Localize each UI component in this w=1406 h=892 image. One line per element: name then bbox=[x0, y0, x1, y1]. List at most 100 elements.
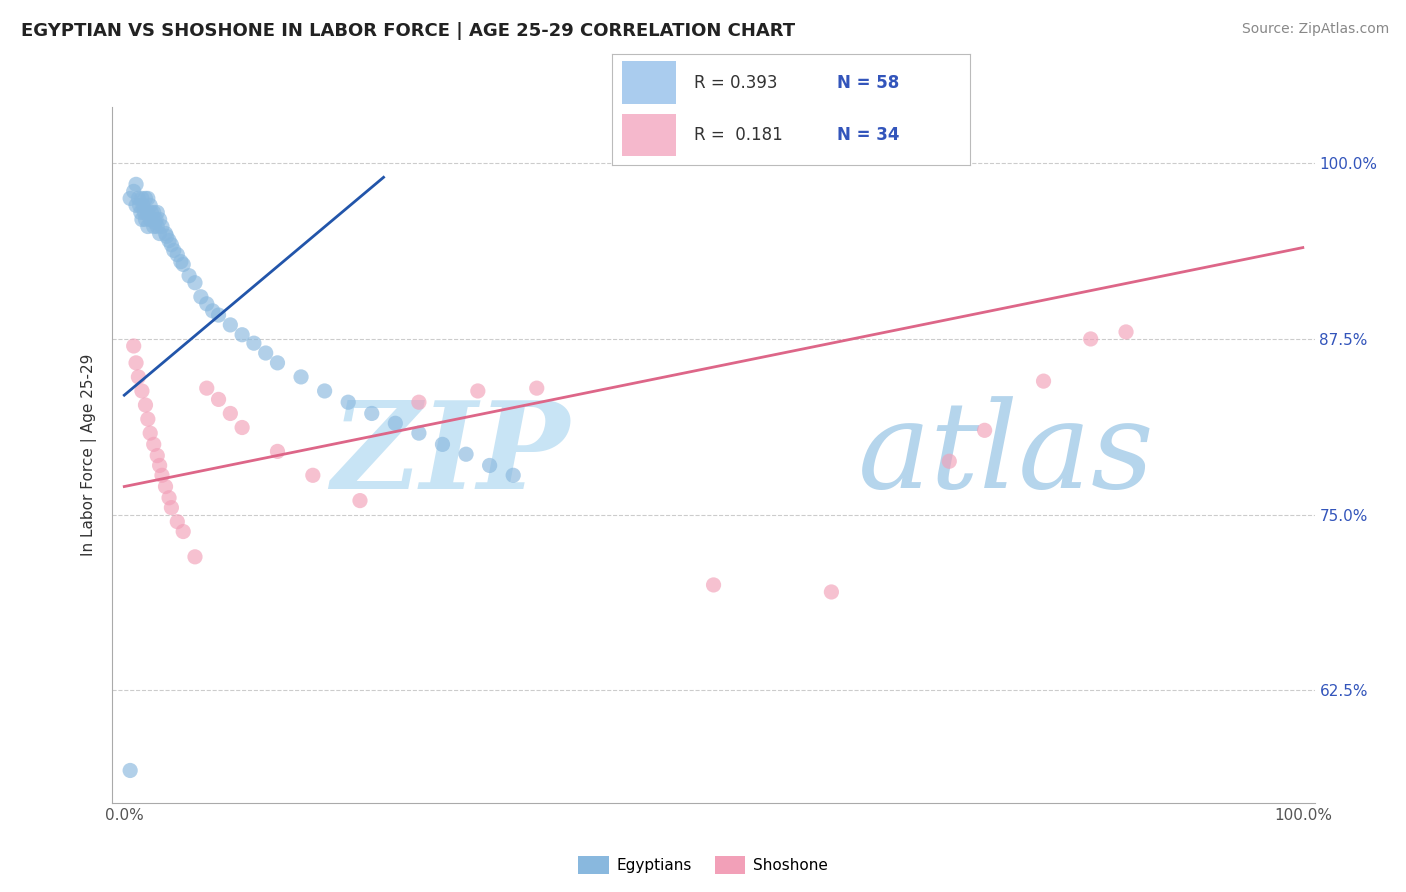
Point bbox=[337, 395, 360, 409]
Point bbox=[141, 205, 163, 219]
Bar bbox=[623, 62, 676, 103]
Point bbox=[131, 191, 153, 205]
Point bbox=[938, 454, 960, 468]
Point bbox=[290, 370, 312, 384]
Point bbox=[184, 549, 207, 564]
Text: Source: ZipAtlas.com: Source: ZipAtlas.com bbox=[1241, 22, 1389, 37]
Point bbox=[142, 437, 165, 451]
Text: EGYPTIAN VS SHOSHONE IN LABOR FORCE | AGE 25-29 CORRELATION CHART: EGYPTIAN VS SHOSHONE IN LABOR FORCE | AG… bbox=[21, 22, 796, 40]
Point bbox=[128, 198, 150, 212]
Point bbox=[134, 191, 156, 205]
Bar bbox=[623, 114, 676, 156]
Point bbox=[1080, 332, 1102, 346]
Point bbox=[136, 191, 159, 205]
Text: N = 58: N = 58 bbox=[838, 73, 900, 92]
Point bbox=[349, 493, 371, 508]
Point bbox=[136, 205, 159, 219]
Point bbox=[129, 205, 152, 219]
Point bbox=[125, 198, 148, 212]
Point bbox=[207, 308, 229, 322]
Text: R =  0.181: R = 0.181 bbox=[695, 126, 783, 144]
Point bbox=[160, 237, 183, 252]
Point bbox=[136, 412, 159, 426]
Point bbox=[502, 468, 524, 483]
Y-axis label: In Labor Force | Age 25-29: In Labor Force | Age 25-29 bbox=[80, 354, 97, 556]
Point bbox=[201, 303, 224, 318]
Point bbox=[702, 578, 725, 592]
Point bbox=[432, 437, 454, 451]
Text: R = 0.393: R = 0.393 bbox=[695, 73, 778, 92]
Point bbox=[1115, 325, 1137, 339]
Point bbox=[190, 290, 212, 304]
Point bbox=[127, 370, 149, 384]
Point bbox=[467, 384, 489, 398]
Point bbox=[207, 392, 229, 407]
Point bbox=[172, 257, 194, 271]
Point bbox=[150, 468, 173, 483]
Point bbox=[195, 297, 218, 311]
Point bbox=[301, 468, 323, 483]
Point bbox=[973, 423, 995, 437]
Point bbox=[219, 407, 242, 421]
Point bbox=[177, 268, 200, 283]
Point bbox=[184, 276, 207, 290]
Point bbox=[122, 185, 145, 199]
Point bbox=[125, 178, 148, 192]
Point bbox=[231, 420, 253, 434]
Point bbox=[231, 327, 253, 342]
Point bbox=[157, 234, 180, 248]
Point bbox=[131, 212, 153, 227]
Point bbox=[360, 407, 382, 421]
Point bbox=[120, 764, 142, 778]
Point bbox=[146, 205, 169, 219]
Point bbox=[155, 479, 177, 493]
Point bbox=[142, 205, 165, 219]
Point bbox=[219, 318, 242, 332]
Text: ZIP: ZIP bbox=[330, 396, 569, 514]
Point bbox=[139, 198, 162, 212]
Point bbox=[146, 219, 169, 234]
Point bbox=[146, 449, 169, 463]
Point bbox=[254, 346, 277, 360]
Point bbox=[142, 219, 165, 234]
Point bbox=[454, 447, 477, 461]
Point bbox=[120, 191, 142, 205]
Point bbox=[127, 191, 149, 205]
Point bbox=[166, 515, 188, 529]
Point bbox=[163, 244, 186, 258]
Legend: Egyptians, Shoshone: Egyptians, Shoshone bbox=[572, 850, 834, 880]
Point bbox=[156, 229, 179, 244]
Point bbox=[384, 417, 406, 431]
Point bbox=[195, 381, 218, 395]
Point bbox=[820, 585, 842, 599]
Point bbox=[150, 219, 173, 234]
Point bbox=[122, 339, 145, 353]
Point bbox=[172, 524, 194, 539]
Point bbox=[149, 212, 172, 227]
Point bbox=[134, 398, 156, 412]
Point bbox=[157, 491, 180, 505]
Point bbox=[155, 227, 177, 241]
Point bbox=[139, 426, 162, 441]
Point bbox=[134, 212, 156, 227]
Point bbox=[526, 381, 548, 395]
Point bbox=[143, 215, 166, 229]
Point bbox=[149, 227, 172, 241]
Point bbox=[149, 458, 172, 473]
Text: N = 34: N = 34 bbox=[838, 126, 900, 144]
Point bbox=[131, 384, 153, 398]
Text: atlas: atlas bbox=[858, 396, 1154, 514]
Point bbox=[136, 219, 159, 234]
Point bbox=[314, 384, 336, 398]
Point bbox=[160, 500, 183, 515]
Point bbox=[134, 205, 156, 219]
Point bbox=[139, 212, 162, 227]
Point bbox=[170, 254, 193, 268]
Point bbox=[132, 198, 155, 212]
Point bbox=[125, 356, 148, 370]
Point bbox=[243, 336, 266, 351]
Point bbox=[408, 395, 430, 409]
Point bbox=[145, 212, 167, 227]
Point bbox=[478, 458, 501, 473]
Point bbox=[266, 444, 288, 458]
